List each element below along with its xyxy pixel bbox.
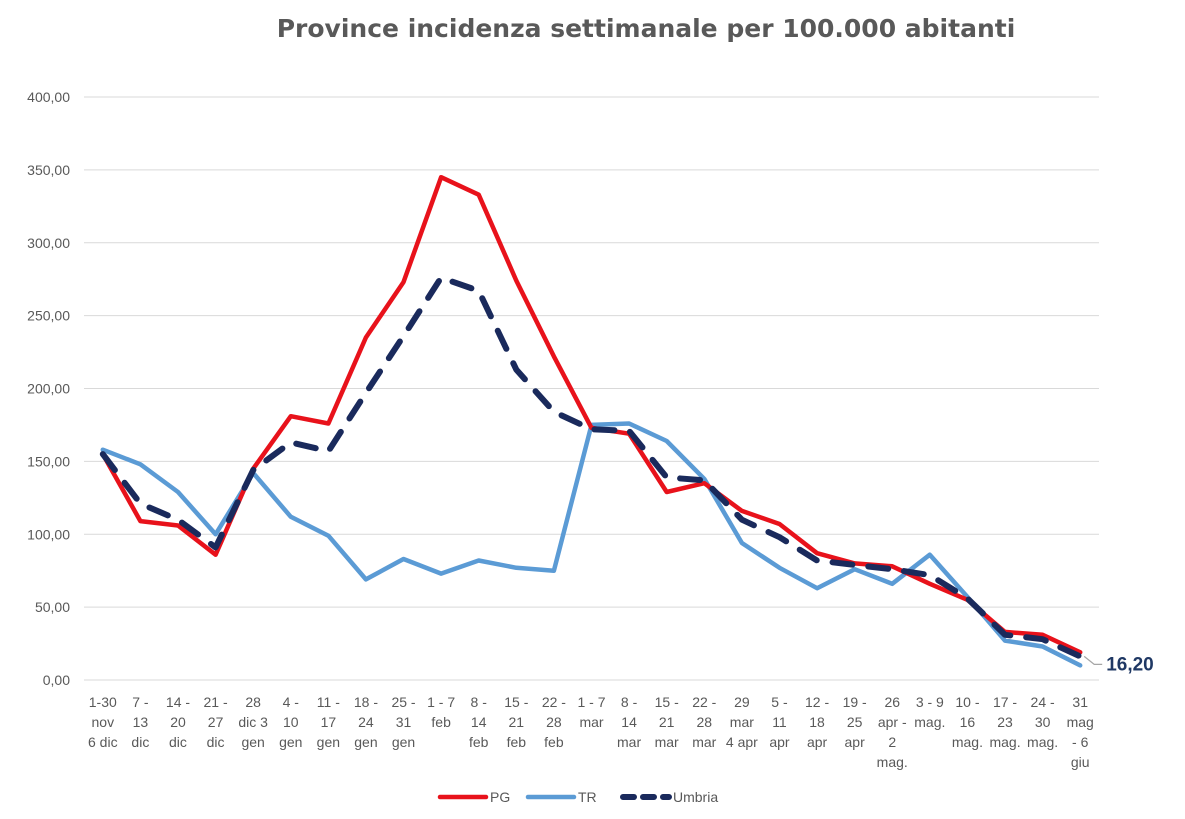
x-tick-label: 18 -24 gen [354, 694, 378, 750]
x-axis-ticks: 1-30 nov 6 dic 7 -13 dic 14 -20 dic 21 -27 dic 28… [88, 694, 1094, 770]
x-tick-label: 4 -10 gen [279, 694, 302, 750]
x-tick-label: 25 -31 gen [391, 694, 415, 750]
x-tick-label: 3 - 9 mag. [914, 694, 945, 730]
x-tick-label: 15 -21 mar [655, 694, 679, 750]
y-tick-label: 100,00 [27, 526, 70, 542]
x-tick-label: 29 mar 4 apr [726, 694, 758, 750]
x-tick-label: 22 -28 mar [692, 694, 716, 750]
legend-label-umbria: Umbria [673, 789, 718, 805]
x-tick-label: 15 -21 feb [504, 694, 528, 750]
x-tick-label: 5 -11 apr [769, 694, 790, 750]
series-lines [99, 174, 1084, 668]
legend-label-pg: PG [490, 789, 510, 805]
x-tick-label: 19 -25 apr [843, 694, 867, 750]
y-tick-label: 300,00 [27, 235, 70, 251]
x-tick-label: 7 -13 dic [131, 694, 149, 750]
x-tick-label: 12 -18 apr [805, 694, 829, 750]
annotations: 16,20 [1083, 654, 1154, 675]
y-tick-label: 200,00 [27, 381, 70, 397]
series-line-tr [100, 421, 1083, 668]
x-tick-label: 11 -17 gen [317, 694, 341, 750]
x-tick-label: 8 -14 feb [469, 694, 489, 750]
x-tick-label: 1 - 7 mar [577, 694, 605, 730]
series-line-pg [100, 174, 1083, 655]
annotation-connector [1083, 655, 1103, 665]
x-tick-label: 26 apr -2 mag. [877, 694, 908, 770]
x-tick-label: 31 mag - 6 giu [1067, 694, 1094, 770]
x-tick-label: 1 - 7 feb [427, 694, 455, 730]
legend-label-tr: TR [578, 789, 597, 805]
x-tick-label: 24 -30 mag. [1027, 694, 1058, 750]
y-tick-label: 50,00 [35, 599, 70, 615]
y-tick-label: 250,00 [27, 308, 70, 324]
legend: PG TR Umbria [437, 789, 718, 805]
y-axis-ticks: 0,00 50,00 100,00 150,00 200,00 250,00 300,00 3… [27, 89, 70, 688]
x-tick-label: 10 -16 mag. [952, 694, 983, 750]
data-label-last: 16,20 [1106, 654, 1154, 675]
x-tick-label: 28 dic 3 gen [238, 694, 268, 750]
x-tick-label: 1-30 nov 6 dic [88, 694, 118, 750]
series-line-umbria [99, 274, 1084, 660]
y-tick-label: 0,00 [43, 672, 70, 688]
x-tick-label: 17 -23 mag. [989, 694, 1020, 750]
x-tick-label: 14 -20 dic [166, 694, 190, 750]
chart-title: Province incidenza settimanale per 100.0… [277, 14, 1016, 43]
y-tick-label: 400,00 [27, 89, 70, 105]
y-tick-label: 350,00 [27, 162, 70, 178]
x-tick-label: 21 -27 dic [204, 694, 228, 750]
x-tick-label: 8 -14 mar [617, 694, 641, 750]
x-tick-label: 22 -28 feb [542, 694, 566, 750]
y-tick-label: 150,00 [27, 453, 70, 469]
gridlines [84, 96, 1099, 681]
